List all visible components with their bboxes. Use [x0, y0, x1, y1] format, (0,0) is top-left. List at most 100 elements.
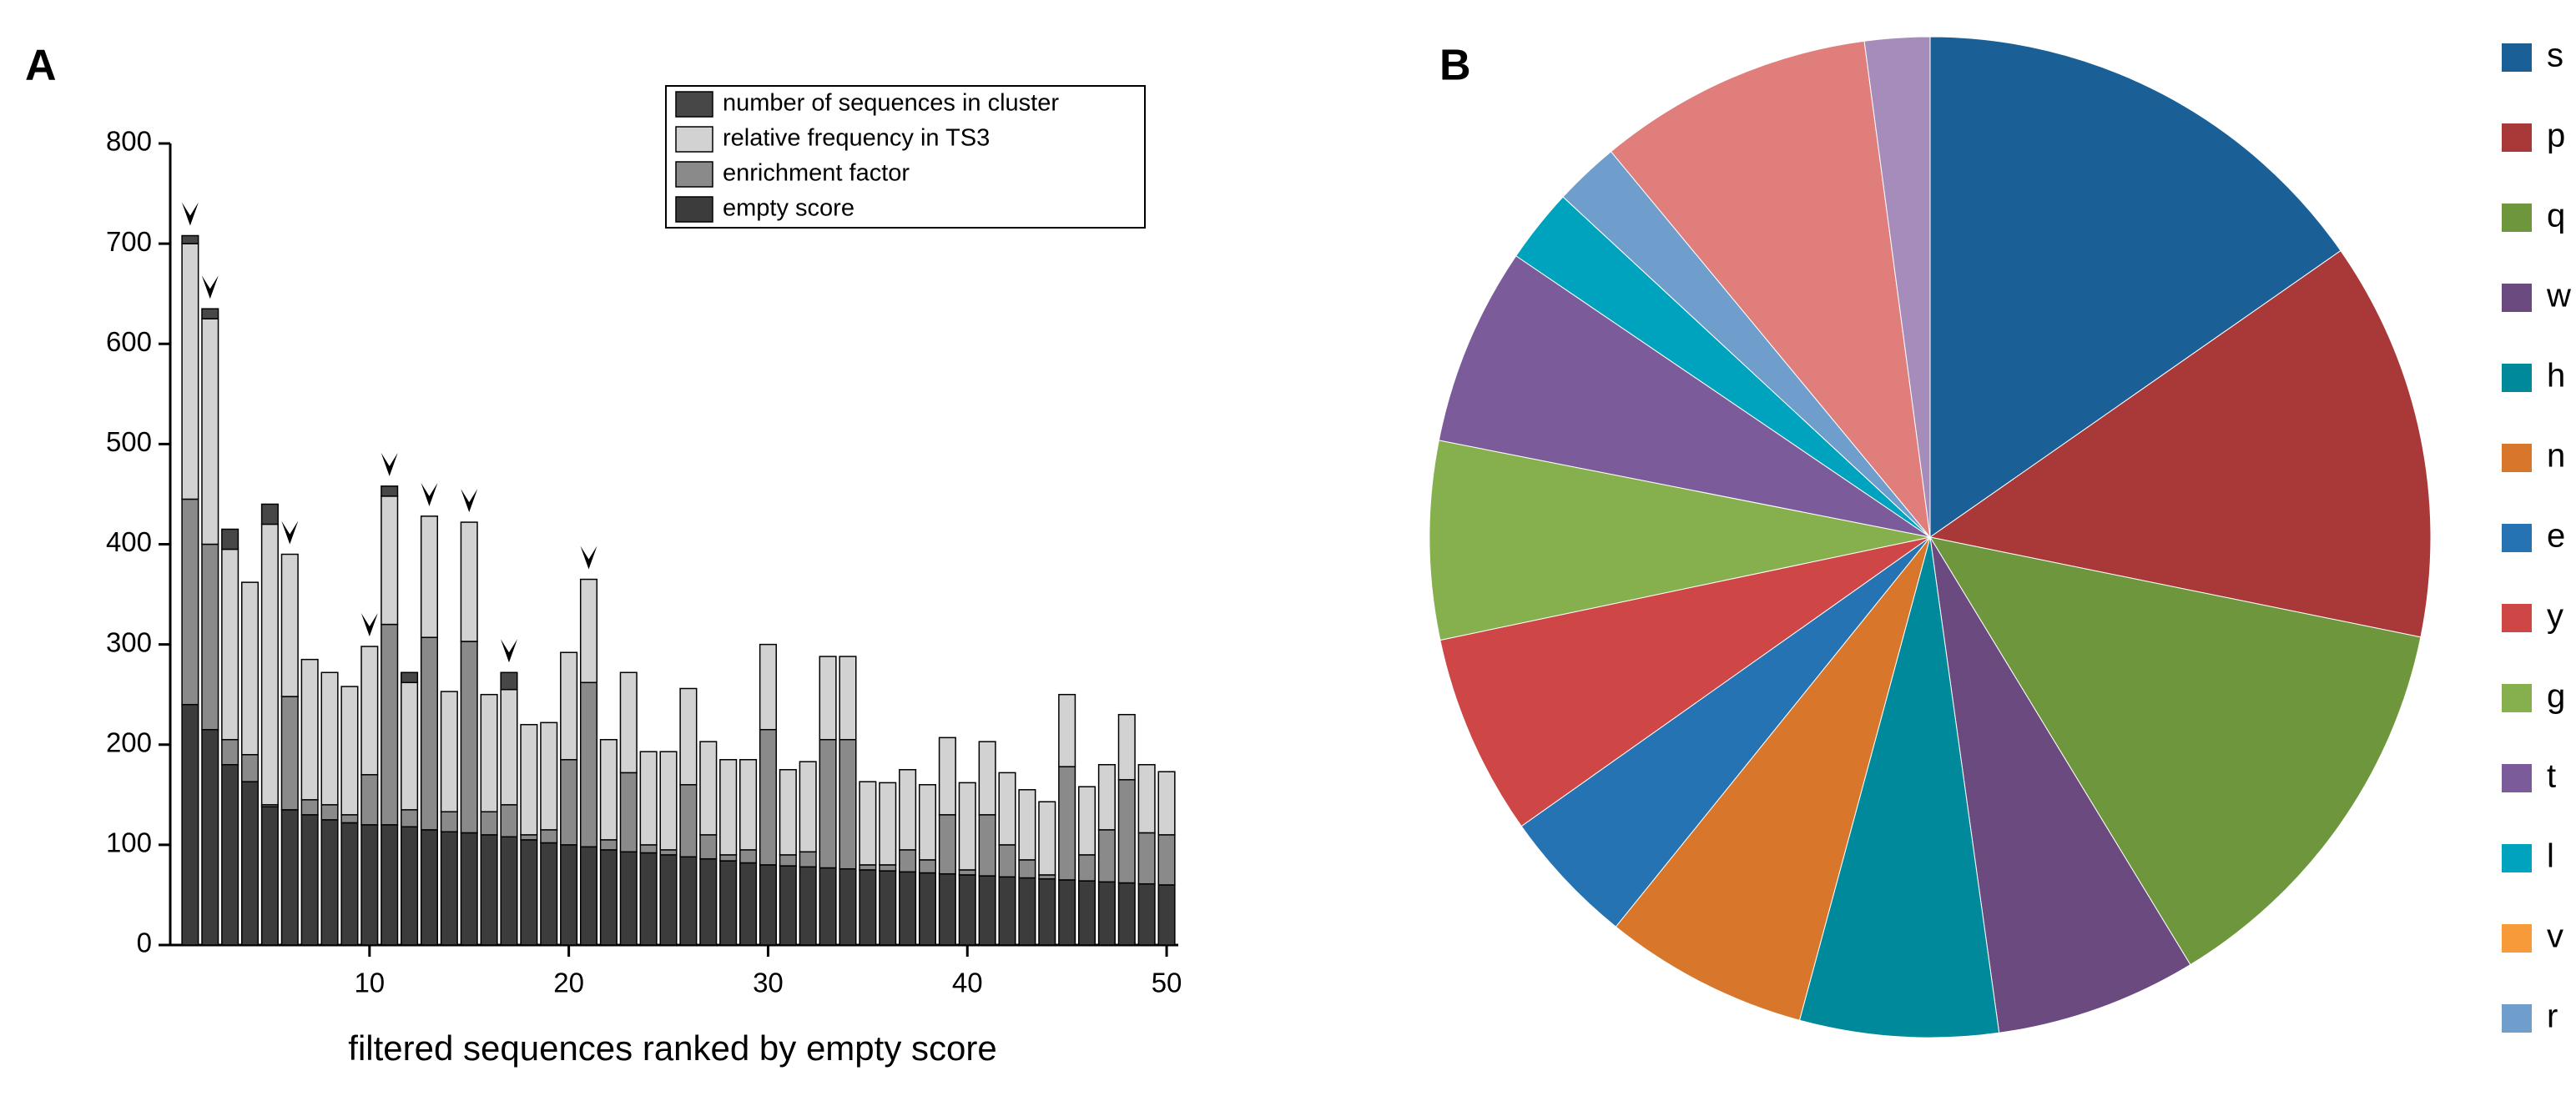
bar-segment	[759, 728, 777, 866]
bar-segment	[1058, 879, 1076, 946]
legend-swatch	[2502, 204, 2532, 232]
bar-segment	[719, 860, 738, 946]
highlight-arrow	[580, 545, 597, 570]
bar-segment	[1117, 882, 1136, 946]
pie-slice	[1798, 536, 2000, 1038]
legend-label: relative frequency in TS3	[723, 125, 990, 152]
highlight-arrow	[461, 489, 478, 513]
legend-label: q	[2547, 198, 2565, 234]
bar-segment	[420, 515, 438, 638]
bar-segment	[1018, 789, 1036, 861]
highlight-arrow	[201, 275, 219, 299]
y-tick-label: 500	[106, 426, 152, 457]
legend-box	[665, 85, 1146, 229]
legend-label: r	[2547, 998, 2558, 1035]
bar-segment	[918, 784, 937, 861]
bar-segment	[300, 814, 319, 946]
highlight-arrow	[381, 452, 398, 476]
legend-swatch	[2502, 684, 2532, 712]
bar-segment	[260, 523, 279, 806]
bar-segment	[360, 774, 379, 826]
bar-segment	[1097, 764, 1116, 831]
bar-segment	[480, 834, 498, 946]
bar-segment	[938, 872, 956, 946]
legend-label: p	[2547, 118, 2565, 154]
bar-segment	[859, 781, 877, 866]
y-tick-label: 300	[106, 626, 152, 657]
bar-segment	[540, 842, 558, 946]
bar-segment	[1058, 766, 1076, 881]
bar-segment	[1038, 801, 1056, 876]
legend-label: h	[2547, 358, 2565, 395]
bar-segment	[201, 728, 219, 946]
pie-slice	[1929, 536, 2191, 1033]
legend-label: y	[2547, 598, 2563, 635]
bar-segment	[1117, 779, 1136, 884]
bar-segment	[401, 681, 419, 811]
highlight-arrow	[421, 482, 438, 506]
bar-segment	[360, 824, 379, 946]
legend-label: g	[2547, 678, 2565, 715]
bar-segment	[1137, 832, 1156, 885]
pie-slice	[1610, 40, 1931, 539]
bar-segment	[280, 553, 299, 697]
bar-segment	[679, 784, 698, 858]
bar-segment	[779, 854, 797, 867]
bar-segment	[300, 799, 319, 816]
bar-segment	[639, 844, 658, 854]
bar-segment	[1018, 859, 1036, 879]
bar-segment	[460, 521, 478, 642]
bar-segment	[560, 844, 578, 946]
highlight-arrow	[500, 639, 517, 663]
bar-segment	[839, 656, 857, 741]
bar-segment	[739, 759, 758, 851]
bar-segment	[1038, 877, 1056, 946]
highlight-arrow	[360, 613, 378, 637]
bar-segment	[938, 737, 956, 816]
bar-segment	[799, 761, 817, 853]
bar-segment	[221, 528, 239, 550]
bar-segment	[520, 839, 538, 946]
bar-segment	[839, 867, 857, 946]
bar-segment	[719, 759, 738, 856]
bar-segment	[500, 688, 518, 806]
bar-segment	[739, 849, 758, 864]
bar-segment	[739, 862, 758, 946]
bar-segment	[1137, 764, 1156, 834]
bar-segment	[819, 656, 837, 741]
pie-slice	[1928, 536, 2422, 966]
legend-swatch	[2502, 284, 2532, 312]
bar-segment	[1137, 882, 1156, 946]
bar-segment	[540, 829, 558, 844]
bar-segment	[819, 867, 837, 946]
bar-segment	[320, 671, 339, 806]
y-tick-label: 100	[106, 827, 152, 858]
pie-slice	[1928, 249, 2432, 638]
bar-segment	[520, 723, 538, 836]
panel-label: B	[1439, 42, 1471, 90]
bar-segment	[340, 686, 359, 816]
bar-segment	[201, 318, 219, 545]
bar-segment	[859, 869, 877, 946]
legend-swatch	[2502, 1004, 2532, 1033]
bar-segment	[1157, 884, 1176, 946]
x-tick-label: 40	[952, 968, 983, 998]
bar-segment	[280, 696, 299, 811]
bar-segment	[759, 864, 777, 946]
bar-segment	[659, 854, 678, 946]
bar-segment	[480, 693, 498, 812]
bar-segment	[839, 738, 857, 870]
bar-segment	[639, 852, 658, 946]
legend-swatch	[2502, 604, 2532, 632]
bar-segment	[1077, 880, 1096, 946]
legend-swatch	[675, 126, 713, 153]
bar-segment	[779, 769, 797, 856]
bar-segment	[699, 834, 718, 860]
legend-swatch	[2502, 844, 2532, 872]
legend-label: l	[2547, 838, 2554, 875]
bar-segment	[899, 769, 917, 851]
bar-segment	[221, 548, 239, 741]
bar-segment	[500, 836, 518, 946]
bar-segment	[440, 811, 458, 833]
